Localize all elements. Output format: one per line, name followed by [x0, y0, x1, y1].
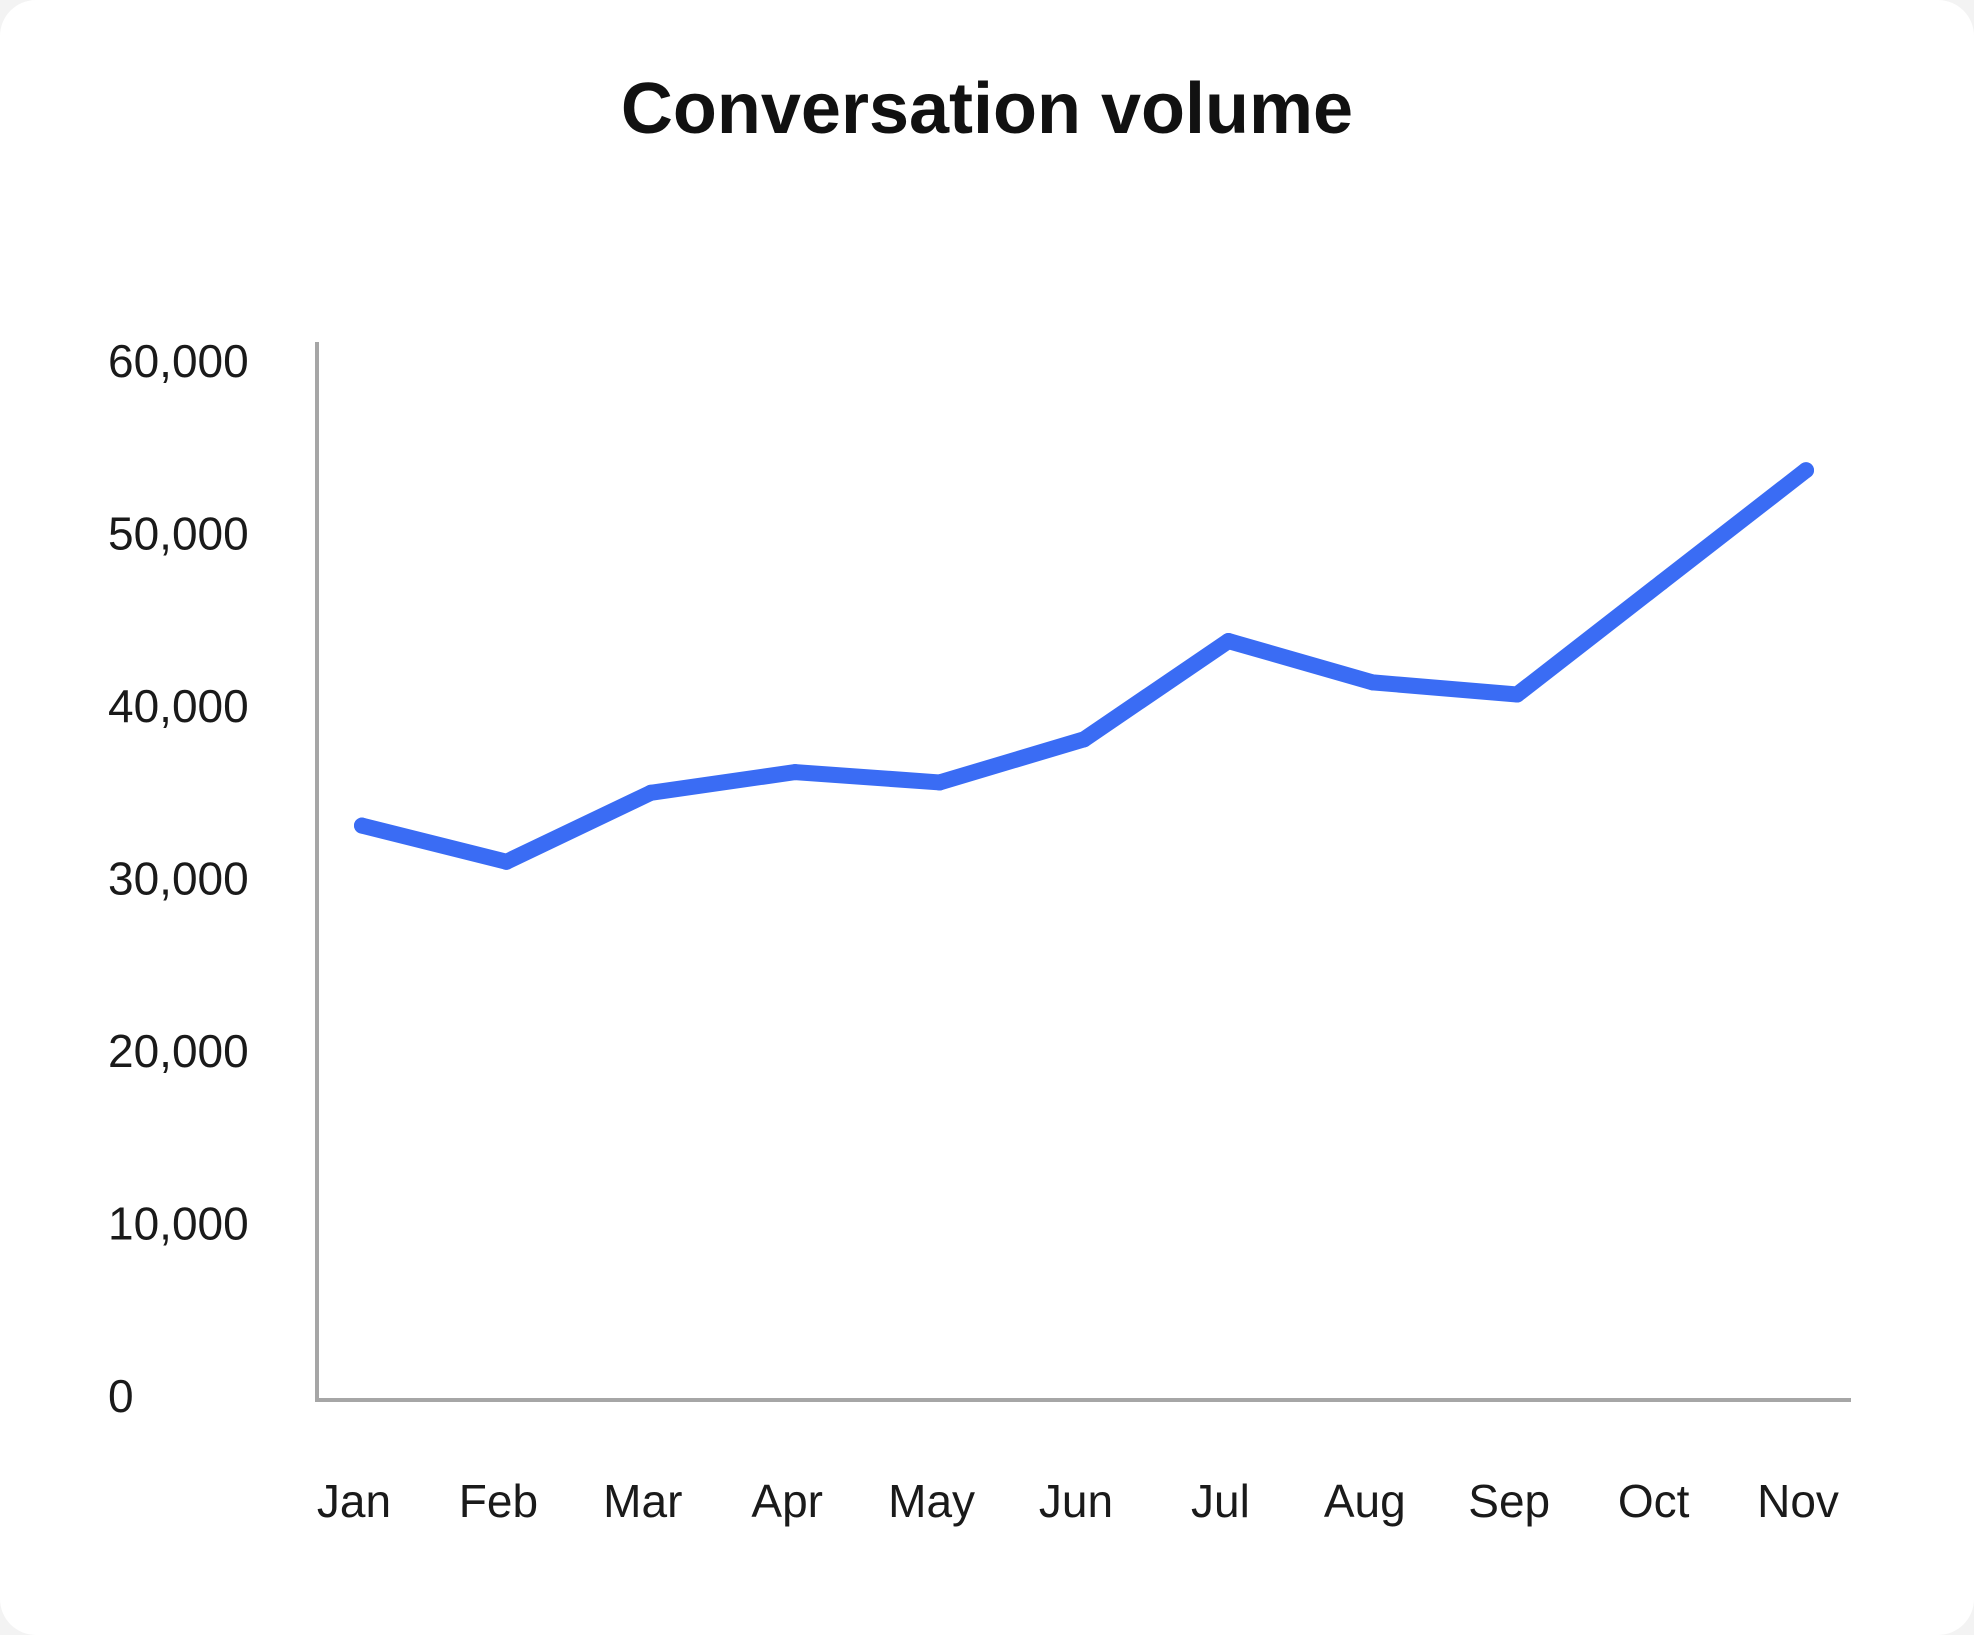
data-point: [787, 764, 804, 781]
data-point: [1509, 686, 1526, 703]
x-tick-label: Sep: [1468, 1475, 1550, 1527]
y-axis-ticks: 0 10,000 20,000 30,000 40,000 50,000 60,000: [108, 335, 249, 1422]
y-tick-label: 10,000: [108, 1198, 249, 1250]
x-tick-label: Jan: [317, 1475, 391, 1527]
x-axis-ticks: Jan Feb Mar Apr May Jun Jul Aug Sep Oct Nov: [317, 1475, 1839, 1527]
data-point: [642, 784, 659, 801]
x-tick-label: Aug: [1324, 1475, 1406, 1527]
y-tick-label: 40,000: [108, 680, 249, 732]
x-tick-label: Nov: [1757, 1475, 1839, 1527]
data-point: [1798, 462, 1814, 479]
x-tick-label: Apr: [751, 1475, 823, 1527]
series-layer: [354, 462, 1814, 870]
data-point: [354, 817, 370, 834]
data-point: [1076, 731, 1092, 748]
x-tick-label: Oct: [1618, 1475, 1690, 1527]
data-point: [1220, 633, 1237, 649]
x-tick-label: Feb: [459, 1475, 538, 1527]
x-tick-label: Mar: [603, 1475, 682, 1527]
y-tick-label: 30,000: [108, 853, 249, 905]
x-tick-label: May: [888, 1475, 975, 1527]
y-tick-label: 0: [108, 1370, 134, 1422]
y-tick-label: 20,000: [108, 1025, 249, 1077]
data-point: [1364, 674, 1381, 691]
y-tick-label: 60,000: [108, 335, 249, 387]
series-line: [354, 462, 1814, 870]
x-tick-label: Jun: [1039, 1475, 1113, 1527]
data-point: [931, 774, 948, 791]
data-point: [498, 853, 515, 870]
chart-title: Conversation volume: [620, 69, 1354, 149]
x-tick-label: Jul: [1191, 1475, 1250, 1527]
y-tick-label: 50,000: [108, 508, 249, 560]
data-point: [1653, 574, 1670, 591]
